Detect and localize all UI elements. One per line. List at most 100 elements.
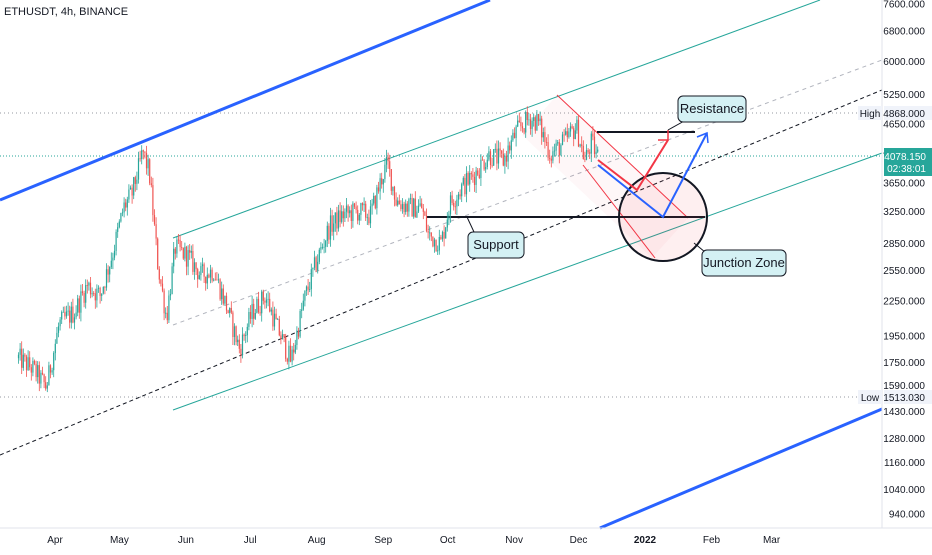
candle-body xyxy=(321,247,324,248)
candle-body xyxy=(323,246,325,248)
candle-body xyxy=(368,217,370,224)
x-tick-label: Jul xyxy=(244,535,257,546)
last-price-tag[interactable] xyxy=(884,148,932,176)
support-label: Support xyxy=(473,237,519,252)
candle-body xyxy=(571,126,573,129)
candle-body xyxy=(411,198,413,217)
candle-body xyxy=(317,261,319,271)
candle-body xyxy=(33,360,36,364)
candle-body xyxy=(230,308,232,313)
candle-body xyxy=(494,148,496,150)
candle-body xyxy=(29,357,31,368)
candle-body xyxy=(133,177,135,196)
candle-body xyxy=(398,200,400,205)
candle-body xyxy=(521,126,524,129)
teal-channel-upper-line[interactable] xyxy=(172,0,821,239)
candle-body xyxy=(582,145,584,159)
candle-body xyxy=(397,200,399,206)
candle-body xyxy=(355,206,357,210)
blue-channel-lower-line[interactable] xyxy=(599,407,883,530)
support-callout-pointer xyxy=(466,216,475,233)
candle-body xyxy=(214,279,216,281)
candle-body xyxy=(579,144,581,147)
candle-body xyxy=(104,287,106,288)
blue-arrow-head xyxy=(696,131,709,144)
candle-body xyxy=(21,348,23,368)
candle-body xyxy=(144,151,146,153)
candle-body xyxy=(565,131,567,135)
candle-body xyxy=(435,239,437,252)
candle-body xyxy=(49,365,52,373)
candle-body xyxy=(558,142,560,156)
candle-body xyxy=(129,187,132,190)
candle-body xyxy=(430,232,432,237)
candle-body xyxy=(118,221,120,228)
red-projection-arrow[interactable] xyxy=(597,139,669,192)
candle-body xyxy=(486,159,488,167)
candle-body xyxy=(136,179,138,184)
candle-body xyxy=(544,132,546,142)
candle-body xyxy=(470,173,472,175)
candle-body xyxy=(61,312,63,320)
price-scale[interactable]: 7600.000 6800.000 6000.000 5250.000 4650.000… xyxy=(881,0,932,528)
candle-body xyxy=(294,344,296,353)
candle-body xyxy=(77,298,79,313)
candle-body xyxy=(377,187,380,192)
candle-body xyxy=(117,227,119,232)
candle-body xyxy=(32,360,34,373)
x-tick-label: Nov xyxy=(505,535,523,546)
candle-body xyxy=(40,372,42,384)
candle-body xyxy=(65,311,68,317)
candle-body xyxy=(225,295,228,311)
candle-body xyxy=(552,151,554,161)
candle-body xyxy=(445,227,447,239)
candle-body xyxy=(528,119,530,121)
candle-body xyxy=(374,195,376,209)
candle-body xyxy=(112,257,114,261)
candle-body xyxy=(131,187,133,196)
x-tick-label: Feb xyxy=(703,535,721,546)
y-tick-label: 940.000 xyxy=(889,510,926,521)
candle-body xyxy=(429,232,431,234)
candle-body xyxy=(22,354,24,368)
candle-body xyxy=(509,145,511,151)
candle-body xyxy=(67,310,69,312)
support-callout-box[interactable] xyxy=(467,231,525,259)
candle-body xyxy=(577,119,580,147)
teal-channel-lower-line[interactable] xyxy=(172,152,883,411)
candle-body xyxy=(201,264,204,267)
candle-body xyxy=(510,140,512,151)
candle-body xyxy=(456,199,458,207)
candle-body xyxy=(269,298,271,312)
candle-body xyxy=(336,212,338,229)
candle-body xyxy=(78,298,80,313)
candle-body xyxy=(465,173,468,195)
candle-body xyxy=(499,148,501,151)
candle-body xyxy=(142,150,144,152)
junction-callout-box[interactable] xyxy=(701,249,787,277)
y-tick-label: 1160.000 xyxy=(884,458,925,469)
candle-body xyxy=(91,293,93,295)
junction-callout-pointer xyxy=(693,242,706,253)
candle-body xyxy=(518,120,520,123)
candle-body xyxy=(419,203,421,206)
candle-body xyxy=(501,150,503,154)
blue-projection-arrow[interactable] xyxy=(597,132,708,219)
candle-body xyxy=(241,334,244,356)
candle-body xyxy=(369,206,372,224)
resistance-callout-box[interactable] xyxy=(677,95,747,123)
candle-body xyxy=(94,293,96,301)
candle-body xyxy=(189,250,191,253)
candle-body xyxy=(240,348,242,356)
blue-channel-upper-line[interactable] xyxy=(0,0,491,202)
dashed-trend-line[interactable] xyxy=(0,89,883,456)
candle-body xyxy=(496,148,498,164)
candle-body xyxy=(86,285,88,286)
candle-body xyxy=(363,203,365,206)
time-scale[interactable]: Apr May Jun Jul Aug Sep Oct Nov Dec 2022 Feb Mar xyxy=(0,527,932,546)
candle-body xyxy=(197,269,199,280)
x-tick-label: 2022 xyxy=(634,535,657,546)
candle-body xyxy=(291,349,293,362)
candle-body xyxy=(153,215,156,225)
